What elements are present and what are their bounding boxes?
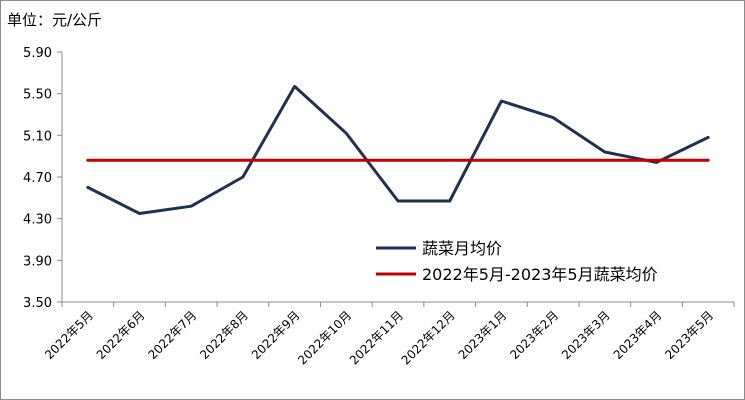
x-tick-label: 2023年3月 [559, 308, 613, 362]
x-tick-label: 2023年5月 [662, 308, 716, 362]
series-line-1 [86, 84, 710, 215]
x-tick-label: 2022年12月 [399, 308, 458, 367]
x-tick-label: 2022年9月 [249, 308, 303, 362]
x-tick-label: 2022年6月 [94, 308, 148, 362]
x-tick-label: 2022年7月 [145, 308, 199, 362]
legend-label-1: 蔬菜月均价 [422, 239, 502, 258]
x-tick-label: 2023年2月 [507, 308, 561, 362]
legend-label-2: 2022年5月-2023年5月蔬菜均价 [422, 265, 658, 284]
x-tick-label: 2022年5月 [42, 308, 96, 362]
y-tick-label: 5.90 [23, 46, 52, 61]
x-tick-label: 2022年8月 [197, 308, 251, 362]
y-tick-label: 5.10 [23, 129, 52, 144]
unit-label: 单位：元/公斤 [7, 11, 103, 29]
x-tick-label: 2023年1月 [456, 308, 510, 362]
y-tick-label: 4.30 [23, 213, 52, 228]
x-tick-label: 2023年4月 [611, 308, 665, 362]
y-tick-label: 4.70 [23, 171, 52, 186]
y-tick-label: 5.50 [23, 88, 52, 103]
x-tick-label: 2022年10月 [295, 308, 354, 367]
y-tick-label: 3.50 [23, 296, 52, 311]
x-tick-label: 2022年11月 [347, 308, 406, 367]
y-tick-label: 3.90 [23, 254, 52, 269]
